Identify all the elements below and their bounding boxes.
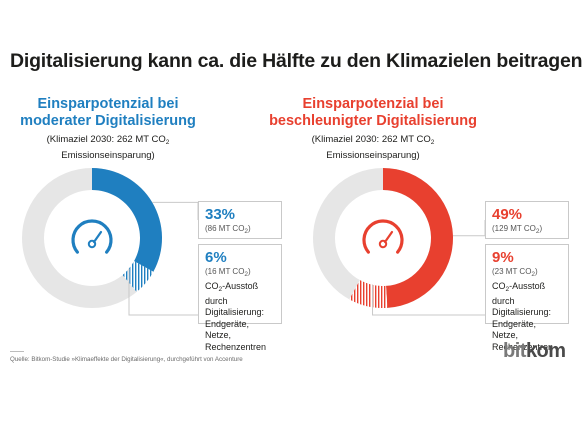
panel-right-heading-line2: beschleunigter Digitalisierung (269, 113, 477, 129)
callout-left-sec-desc: CO2-Ausstoß durch Digitalisierung: Endge… (205, 281, 275, 353)
callout-left-main-mt-sub: 2 (244, 228, 249, 235)
panel-right-sub-line1: (Klimaziel 2030: 262 MT CO (311, 134, 431, 145)
panel-left-sub-line1: (Klimaziel 2030: 262 MT CO (46, 134, 166, 145)
callout-right-desc-e: Rechenzentren (492, 341, 554, 352)
logo-part2: kom (525, 340, 566, 362)
callout-right-sec-mt-end: ) (535, 267, 538, 276)
panel-right-subtitle: (Klimaziel 2030: 262 MT CO2 Emissionsein… (263, 133, 483, 162)
callout-left-main-mt: (86 MT CO2) (205, 223, 275, 237)
logo-part1: bit (503, 340, 526, 362)
bitkom-logo: bitkom (503, 340, 566, 363)
callout-left-desc-d: Endgeräte, Netze, (205, 318, 250, 341)
callout-right-desc-sub: 2 (505, 286, 510, 293)
panel-left-sub-line2: Emissionseinsparung) (61, 150, 155, 161)
source-divider (10, 351, 24, 352)
callout-right-sec-mt: (23 MT CO2) (492, 266, 562, 280)
panel-right-heading-line1: Einsparpotenzial bei (302, 96, 444, 112)
callout-left-main-mt-text: (86 MT CO (205, 224, 245, 233)
callout-right-sec-desc: CO2-Ausstoß durch Digitalisierung: Endge… (492, 281, 562, 353)
donut-accelerated-slice-hatched (349, 280, 388, 308)
connector-accelerated-secondary (372, 284, 485, 316)
callout-right-main: 49% (129 MT CO2) (485, 201, 569, 239)
source-note: Quelle: Bitkom-Studie »Klimaeffekte der … (10, 356, 243, 363)
callout-right-sec-mt-sub: 2 (531, 271, 536, 278)
callout-left-sec-mt: (16 MT CO2) (205, 266, 275, 280)
donut-moderate-slice-hatched (122, 261, 154, 292)
callout-left-desc-sub: 2 (218, 286, 223, 293)
panel-left-sub-subscript: 2 (165, 139, 170, 146)
callout-right-desc-a: CO (492, 281, 506, 291)
callout-right-desc-b: -Ausstoß durch (492, 281, 546, 306)
donut-moderate-slice-main (92, 168, 162, 272)
callout-left-main: 33% (86 MT CO2) (198, 201, 282, 239)
callout-right-desc-c: Digitalisierung: (492, 307, 552, 317)
connector-moderate-secondary (128, 268, 198, 316)
callout-right-sec-mt-text: (23 MT CO (492, 267, 532, 276)
callout-right-desc-d: Endgeräte, Netze, (492, 318, 537, 341)
chart-title: Digitalisierung kann ca. die Hälfte zu d… (10, 50, 583, 72)
panel-left-subtitle: (Klimaziel 2030: 262 MT CO2 Emissionsein… (0, 133, 218, 162)
callout-left-desc-e: Rechenzentren (205, 341, 267, 352)
panel-right-sub-subscript: 2 (430, 139, 435, 146)
panel-left-heading: Einsparpotenzial bei moderater Digitalis… (0, 96, 218, 162)
donut-accelerated-slice-main (383, 168, 454, 308)
panel-left-heading-line2: moderater Digitalisierung (20, 113, 196, 129)
callout-right-main-mt-end: ) (539, 224, 543, 233)
callout-right-main-pct: 49% (492, 206, 523, 223)
callout-left-main-pct: 33% (205, 206, 236, 223)
callout-left-sec-pct: 6% (205, 249, 227, 266)
callout-left-desc-a: CO (205, 281, 219, 291)
panel-left-heading-line1: Einsparpotenzial bei (37, 96, 179, 112)
panel-right-heading: Einsparpotenzial bei beschleunigter Digi… (263, 96, 483, 162)
callout-left-sec-mt-end: ) (248, 267, 251, 276)
callout-left-sec-mt-text: (16 MT CO (205, 267, 245, 276)
callout-right-secondary: 9% (23 MT CO2) CO2-Ausstoß durch Digital… (485, 244, 569, 352)
callout-right-main-mt-sub: 2 (535, 228, 540, 235)
gauge-icon (71, 219, 113, 254)
connector-accelerated-main (452, 220, 486, 237)
panel-right-sub-line2: Emissionseinsparung) (326, 150, 420, 161)
callout-left-main-mt-end: ) (248, 224, 251, 233)
callout-left-sec-mt-sub: 2 (244, 271, 249, 278)
callout-right-sec-pct: 9% (492, 249, 514, 266)
donut-chart-accelerated (313, 168, 454, 308)
gauge-icon (362, 219, 404, 254)
callout-left-desc-b: -Ausstoß durch (205, 281, 259, 306)
callout-right-main-mt-text: (129 MT CO (492, 224, 536, 233)
connector-moderate-main (152, 201, 199, 220)
callout-left-secondary: 6% (16 MT CO2) CO2-Ausstoß durch Digital… (198, 244, 282, 352)
callout-right-main-mt: (129 MT CO2) (492, 223, 562, 237)
donut-chart-moderate (22, 168, 162, 308)
callout-left-desc-c: Digitalisierung: (205, 307, 265, 317)
